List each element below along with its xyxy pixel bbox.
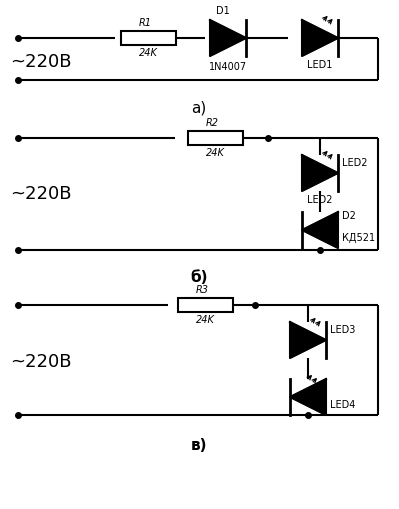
Text: 1N4007: 1N4007 <box>209 62 247 72</box>
Text: D2: D2 <box>342 211 356 221</box>
Text: в): в) <box>191 438 207 453</box>
Text: D1: D1 <box>216 6 230 16</box>
Text: LED4: LED4 <box>330 400 356 410</box>
Bar <box>120 31 176 45</box>
Text: а): а) <box>192 100 207 116</box>
Text: R1: R1 <box>138 18 152 28</box>
Text: 24K: 24K <box>205 148 224 158</box>
Text: ~220B: ~220B <box>10 353 71 371</box>
Polygon shape <box>302 155 338 191</box>
Text: 24K: 24K <box>138 48 158 58</box>
Text: 24K: 24K <box>196 315 214 325</box>
Polygon shape <box>302 212 338 248</box>
Polygon shape <box>210 20 246 56</box>
Text: LED1: LED1 <box>307 60 333 70</box>
Polygon shape <box>290 322 326 358</box>
Text: ~220B: ~220B <box>10 185 71 203</box>
Text: ~220B: ~220B <box>10 53 71 71</box>
Text: R3: R3 <box>196 285 209 295</box>
Polygon shape <box>302 20 338 56</box>
Text: R2: R2 <box>205 118 219 128</box>
Text: LED3: LED3 <box>330 325 356 335</box>
Bar <box>178 298 233 312</box>
Text: LED2: LED2 <box>307 195 333 205</box>
Polygon shape <box>290 379 326 415</box>
Bar <box>188 131 243 145</box>
Text: КД521: КД521 <box>342 233 375 243</box>
Text: б): б) <box>190 270 208 286</box>
Text: LED2: LED2 <box>342 158 367 168</box>
